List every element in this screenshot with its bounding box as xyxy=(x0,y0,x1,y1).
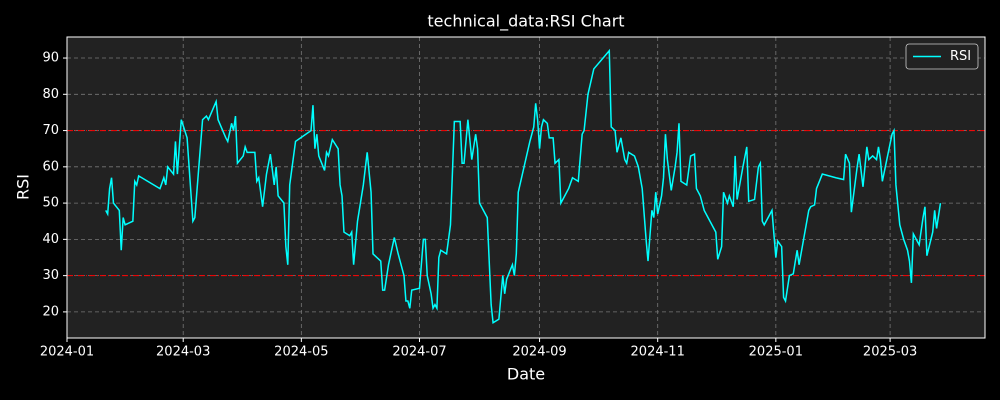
y-tick-label: 30 xyxy=(42,268,59,283)
chart-title: technical_data:RSI Chart xyxy=(427,12,624,32)
y-axis-label: RSI xyxy=(14,174,33,200)
y-tick-label: 90 xyxy=(42,51,59,66)
y-tick-label: 60 xyxy=(42,159,59,174)
y-tick-label: 20 xyxy=(42,304,59,319)
x-tick-label: 2025-01 xyxy=(749,345,803,360)
x-tick-label: 2024-01 xyxy=(40,345,94,360)
x-tick-label: 2024-05 xyxy=(274,345,328,360)
y-tick-label: 50 xyxy=(42,196,59,211)
legend: RSI xyxy=(905,43,979,70)
y-tick-label: 80 xyxy=(42,87,59,102)
x-tick-label: 2024-07 xyxy=(392,345,446,360)
x-axis-label: Date xyxy=(507,365,545,384)
x-tick-label: 2025-03 xyxy=(863,345,917,360)
y-tick-label: 40 xyxy=(42,232,59,247)
legend-box xyxy=(905,43,979,70)
y-tick-label: 70 xyxy=(42,123,59,138)
data-line xyxy=(105,48,942,325)
x-tick-label: 2024-09 xyxy=(512,345,566,360)
axes-frame xyxy=(66,36,986,339)
x-tick-label: 2024-03 xyxy=(156,345,210,360)
legend-label: RSI xyxy=(950,49,971,64)
plot-area xyxy=(67,37,985,338)
x-tick-label: 2024-11 xyxy=(631,345,685,360)
